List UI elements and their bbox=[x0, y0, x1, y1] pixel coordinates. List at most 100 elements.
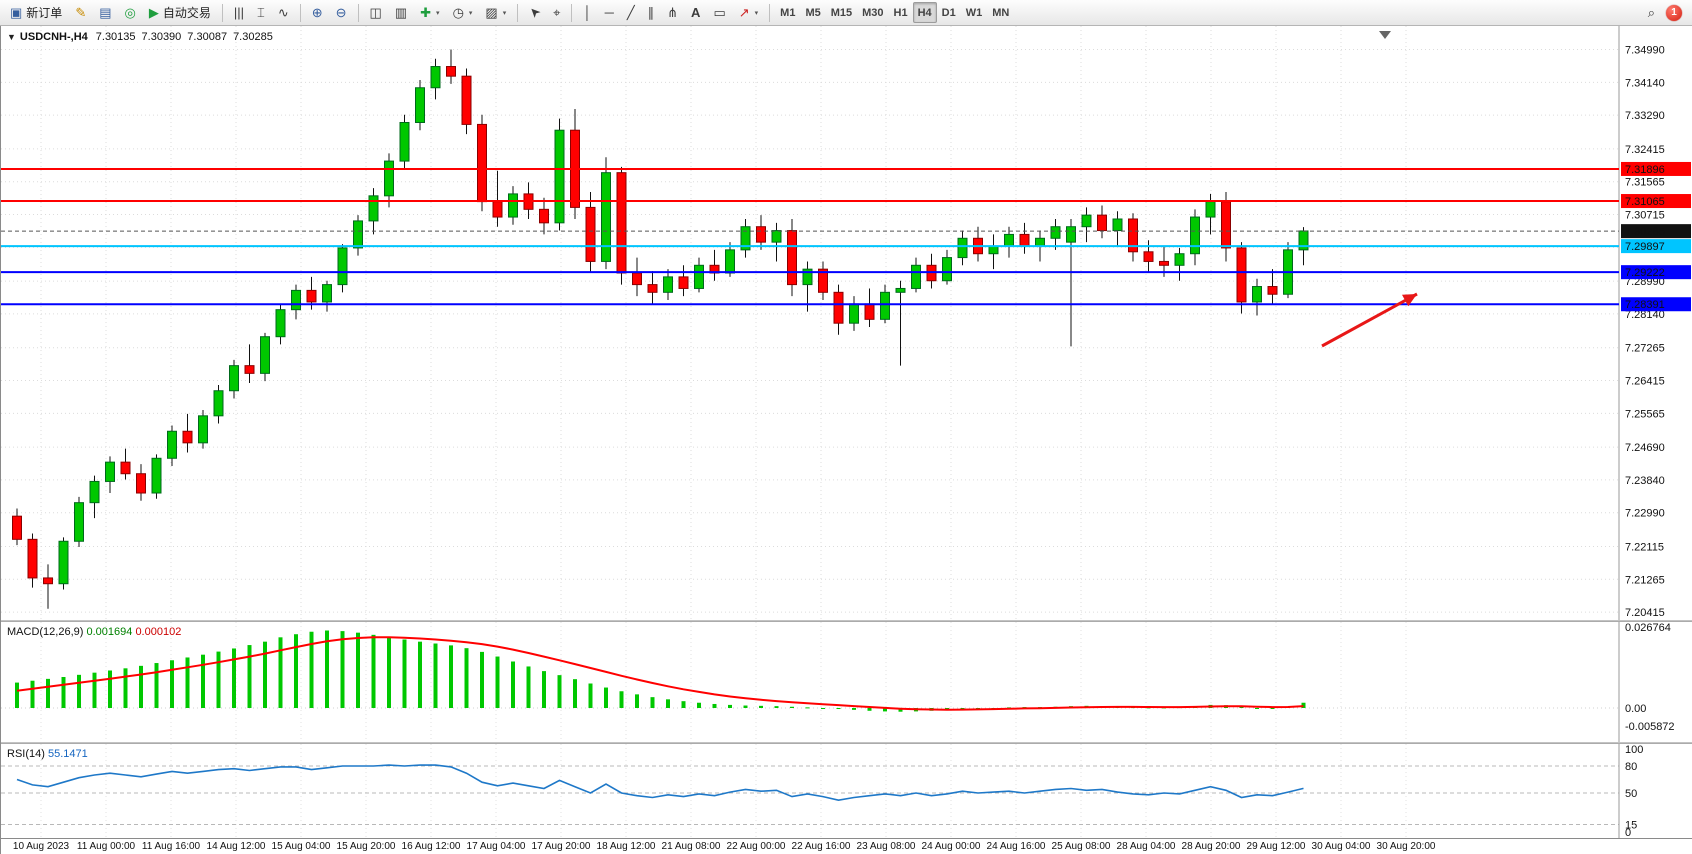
new-order-button[interactable]: ▣ 新订单 bbox=[4, 2, 68, 23]
macd-histogram-bar bbox=[449, 645, 453, 708]
price-axis-label: 7.21265 bbox=[1625, 574, 1665, 586]
macd-histogram-bar bbox=[542, 671, 546, 708]
arrows-tool-icon: ↗ bbox=[738, 5, 750, 20]
text-tool-button[interactable]: A bbox=[685, 2, 706, 23]
timeframe-button-H1[interactable]: H1 bbox=[889, 2, 913, 23]
zoom-out-icon: ⊖ bbox=[335, 5, 347, 20]
panel-separator[interactable] bbox=[1, 620, 1692, 622]
timeframe-button-H4[interactable]: H4 bbox=[912, 2, 937, 23]
tile-windows-button[interactable]: ◫ bbox=[364, 2, 388, 23]
candle-up bbox=[337, 247, 348, 286]
candle-up bbox=[911, 264, 921, 289]
candle-up bbox=[322, 284, 332, 303]
zoom-out-button[interactable]: ⊖ bbox=[330, 2, 353, 23]
open-value: 7.30135 bbox=[95, 31, 136, 43]
profile-charts-button[interactable]: ▥ bbox=[389, 2, 413, 23]
time-axis-label: 30 Aug 20:00 bbox=[1376, 841, 1436, 852]
label-tool-button[interactable]: ▭ bbox=[707, 2, 731, 23]
candle-up bbox=[663, 276, 673, 293]
macd-histogram-bar bbox=[821, 708, 825, 709]
indicators-button[interactable]: ✚ ▾ bbox=[414, 2, 445, 23]
candle-down bbox=[461, 75, 472, 125]
macd-histogram-bar bbox=[46, 678, 50, 708]
time-axis-label: 22 Aug 16:00 bbox=[791, 841, 851, 852]
timeframe-button-M30[interactable]: M30 bbox=[857, 2, 888, 23]
chart-shift-marker[interactable] bbox=[1379, 31, 1391, 39]
price-tag bbox=[1621, 194, 1691, 209]
line-chart-button[interactable]: ∿ bbox=[272, 2, 295, 23]
candle-down bbox=[647, 284, 658, 293]
rsi-line bbox=[16, 764, 1304, 802]
bar-chart-button[interactable]: ||| bbox=[228, 2, 250, 23]
trendline-tool-button[interactable]: ╱ bbox=[621, 2, 641, 23]
price-tag-label: 7.28391 bbox=[1625, 299, 1665, 311]
macd-main-value: 0.001694 bbox=[86, 626, 133, 638]
price-axis-label: 7.22115 bbox=[1625, 541, 1664, 553]
notification-badge[interactable]: 1 bbox=[1666, 4, 1682, 21]
macd-label: MACD(12,26,9) bbox=[7, 626, 84, 638]
candle-down bbox=[585, 206, 596, 262]
zoom-in-button[interactable]: ⊕ bbox=[306, 2, 329, 23]
candle-up bbox=[368, 195, 379, 222]
panel-separator[interactable] bbox=[1, 742, 1692, 744]
main-price-chart[interactable]: 7.34990 7.34140 7.33290 7.32415 7.31565 7.307… bbox=[1, 26, 1692, 620]
bid-price-tag bbox=[1621, 224, 1691, 239]
arrows-tool-button[interactable]: ↗ ▾ bbox=[733, 2, 764, 23]
rsi-indicator-panel[interactable]: 100 80 50 150 bbox=[1, 744, 1692, 838]
time-axis-label: 11 Aug 16:00 bbox=[141, 841, 201, 852]
candle-down bbox=[1097, 214, 1107, 232]
one-click-trading-toggle[interactable]: ▼ bbox=[7, 32, 16, 42]
rsi-title: RSI(14) 55.1471 bbox=[7, 748, 88, 760]
timeframe-button-D1[interactable]: D1 bbox=[937, 2, 961, 23]
candle-up bbox=[399, 121, 410, 162]
arrow-annotation-head[interactable] bbox=[1402, 294, 1417, 307]
price-tag bbox=[1621, 297, 1691, 312]
macd-histogram-bar bbox=[108, 670, 112, 708]
macd-histogram-bar bbox=[123, 668, 128, 708]
channel-tool-button[interactable]: ∥ bbox=[642, 2, 661, 23]
metaeditor-icon: ✎ bbox=[75, 5, 87, 20]
templates-button[interactable]: ▨ ▾ bbox=[479, 2, 512, 23]
macd-axis-label: 0.00 bbox=[1625, 703, 1646, 715]
time-axis-label: 21 Aug 08:00 bbox=[661, 841, 721, 852]
timeframe-button-M15[interactable]: M15 bbox=[826, 2, 857, 23]
candle-down bbox=[492, 201, 503, 218]
search-button[interactable]: ⌕ bbox=[1642, 2, 1661, 23]
timeframe-button-W1[interactable]: W1 bbox=[961, 2, 988, 23]
timeframe-button-M5[interactable]: M5 bbox=[800, 2, 825, 23]
time-axis-label: 11 Aug 00:00 bbox=[76, 841, 136, 852]
price-axis-label: 7.26415 bbox=[1625, 376, 1665, 388]
macd-histogram-bar bbox=[247, 645, 252, 708]
autotrading-label: 自动交易 bbox=[162, 6, 211, 20]
market-watch-button[interactable]: ▤ bbox=[93, 2, 117, 23]
navigator-button[interactable]: ◎ bbox=[119, 2, 142, 23]
horizontal-line-tool-button[interactable]: ─ bbox=[599, 2, 620, 23]
crosshair-button[interactable]: ⌖ bbox=[547, 2, 566, 23]
candlestick-chart-button[interactable]: ⌶ bbox=[251, 2, 271, 23]
price-axis-label: 7.20415 bbox=[1625, 607, 1665, 619]
candle-up bbox=[229, 365, 239, 392]
macd-histogram-bar bbox=[1239, 706, 1244, 708]
time-axis[interactable]: 10 Aug 2023 11 Aug 00:00 11 Aug 16:00 14 Au… bbox=[1, 838, 1692, 854]
time-axis-label: 30 Aug 04:00 bbox=[1311, 841, 1371, 852]
macd-histogram-bar bbox=[511, 661, 515, 708]
timeframe-button-M1[interactable]: M1 bbox=[775, 2, 800, 23]
candle-up bbox=[880, 291, 890, 320]
candle-up bbox=[771, 230, 782, 243]
macd-histogram-bar bbox=[387, 637, 391, 708]
vertical-line-tool-button[interactable]: │ bbox=[577, 2, 597, 23]
autotrading-icon: ▶ bbox=[148, 5, 159, 20]
candle-up bbox=[601, 172, 611, 262]
candle-up bbox=[1252, 286, 1262, 303]
autotrading-button[interactable]: ▶ 自动交易 bbox=[143, 2, 217, 23]
metaeditor-button[interactable]: ✎ bbox=[69, 2, 92, 23]
fibonacci-tool-button[interactable]: ⋔ bbox=[661, 2, 684, 23]
candle-up bbox=[198, 415, 208, 444]
time-axis-label: 16 Aug 12:00 bbox=[401, 841, 461, 852]
macd-indicator-panel[interactable]: 0.026764 0.00 -0.005872 bbox=[1, 622, 1692, 742]
periods-button[interactable]: ◷ ▾ bbox=[447, 2, 479, 23]
cursor-button[interactable]: ➤ bbox=[523, 2, 546, 23]
toolbar-separator bbox=[357, 3, 359, 22]
timeframe-button-MN[interactable]: MN bbox=[987, 2, 1014, 23]
arrow-annotation[interactable] bbox=[1321, 292, 1418, 348]
